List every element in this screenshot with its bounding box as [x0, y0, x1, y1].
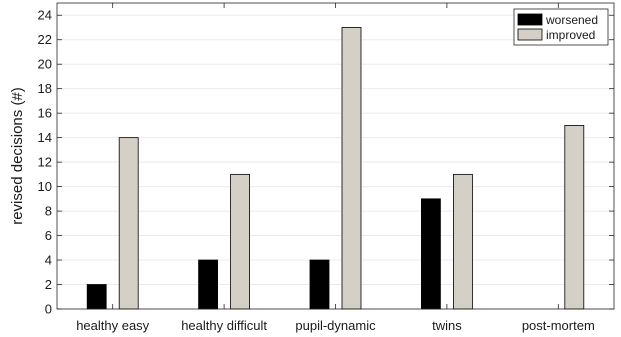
bar-improved — [564, 125, 585, 310]
y-tick-label: 2 — [45, 277, 52, 292]
y-tick-label: 16 — [38, 106, 52, 121]
y-tick-label: 0 — [45, 302, 52, 317]
y-tick-label: 14 — [38, 130, 52, 145]
x-tick-label: pupil-dynamic — [295, 318, 376, 333]
bar-improved — [341, 27, 362, 310]
legend-swatch-worsened — [517, 13, 543, 26]
x-tick-label: healthy difficult — [181, 318, 267, 333]
y-tick-label: 4 — [45, 253, 52, 268]
x-tick-label: twins — [432, 318, 462, 333]
bar-worsened — [86, 284, 107, 310]
bar-improved — [230, 173, 251, 310]
bar-improved — [452, 173, 473, 310]
y-tick-label: 6 — [45, 228, 52, 243]
plot-frame — [56, 2, 615, 310]
gridlines — [57, 14, 614, 310]
bar-worsened — [309, 259, 330, 310]
bar-improved — [118, 137, 139, 310]
bar-worsened — [420, 198, 441, 310]
legend-label-worsened: worsened — [545, 13, 598, 27]
legend-swatch-improved — [517, 28, 543, 41]
bars — [86, 27, 585, 310]
y-tick-label: 22 — [38, 32, 52, 47]
y-tick-label: 18 — [38, 81, 52, 96]
y-tick-label: 8 — [45, 204, 52, 219]
y-tick-label: 24 — [38, 8, 52, 23]
y-axis-label: revised decisions (#) — [9, 87, 26, 225]
x-axis-ticks: healthy easy healthy difficult pupil-dynam… — [76, 3, 595, 333]
bar-worsened — [198, 259, 219, 310]
y-tick-label: 20 — [38, 57, 52, 72]
x-tick-label: post-mortem — [522, 318, 595, 333]
y-tick-label: 12 — [38, 155, 52, 170]
y-tick-label: 10 — [38, 179, 52, 194]
x-tick-label: healthy easy — [76, 318, 149, 333]
legend-label-improved: improved — [546, 28, 595, 42]
